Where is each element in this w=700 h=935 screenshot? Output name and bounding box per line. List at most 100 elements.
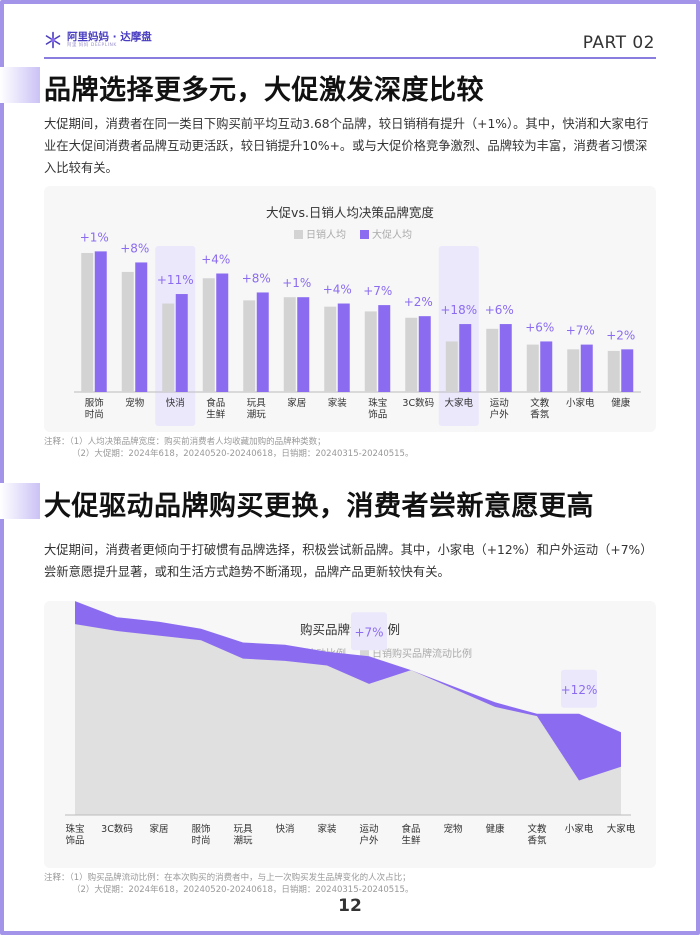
section-marker: [0, 483, 40, 519]
chart2-tick-label: 玩具潮玩: [233, 824, 253, 847]
page-number: 12: [338, 896, 362, 916]
chart1-title: 大促vs.日销人均决策品牌宽度: [266, 205, 434, 220]
chart2-highlight-band: [351, 612, 387, 651]
chart2-legend-item-daily: 日销购买品牌流动比例: [360, 645, 472, 660]
chart1-bar-daily: [243, 300, 256, 392]
chart1-bar-promo: [94, 251, 107, 392]
logo-subtext: 阿里 妈妈 DEEPLINK: [67, 43, 117, 48]
chart2-tick-label: 家装: [317, 823, 337, 835]
chart2-tick-label: 珠宝饰品: [65, 823, 84, 847]
legend-label: 日销购买品牌流动比例: [372, 649, 472, 660]
page-header: 阿里妈妈 · 达摩盘 阿里 妈妈 DEEPLINK PART 02: [0, 0, 700, 59]
chart1-tick-label: 3C数码: [402, 397, 434, 409]
chart1-bar-promo: [297, 297, 310, 392]
legend-swatch-icon: [360, 230, 369, 239]
chart1-bar-daily: [567, 349, 580, 392]
chart1-bar-daily: [202, 278, 215, 392]
chart2-highlight-band: [561, 669, 597, 708]
chart1-tick-label: 家装: [328, 397, 348, 409]
section1-paragraph: 大促期间，消费者在同一类目下购买前平均互动3.68个品牌，较日销稍有提升（+1%…: [44, 117, 649, 175]
part-label: PART 02: [582, 33, 655, 53]
chart1-bar-daily: [283, 297, 296, 392]
note-line: 注释：（1）人均决策品牌宽度：购买前消费者人均收藏加购的品牌种类数；: [44, 437, 326, 447]
chart1-tick-label: 玩具潮玩: [247, 398, 267, 421]
section2-paragraph: 大促期间，消费者更倾向于打破惯有品牌选择，积极尝试新品牌。其中，小家电（+12%…: [44, 543, 653, 579]
chart1-bar-daily: [405, 317, 418, 392]
chart1-data-label: +7%: [363, 284, 392, 298]
chart1-data-label: +7%: [566, 324, 595, 338]
chart2-tick-label: 家居: [149, 823, 168, 835]
legend-swatch-icon: [294, 230, 303, 239]
chart1-bar-promo: [337, 303, 350, 392]
chart1-tick-label: 小家电: [566, 397, 595, 409]
chart2-tick-label: 宠物: [443, 823, 463, 835]
chart1-bar-promo: [378, 305, 391, 392]
chart2-tick-label: 服饰时尚: [191, 823, 210, 847]
chart2-tick-label: 小家电: [565, 823, 594, 835]
logo-text: 阿里妈妈 · 达摩盘: [67, 31, 152, 43]
chart2-tick-label: 健康: [485, 823, 505, 835]
header-divider: [44, 57, 656, 59]
chart1-bar-daily: [121, 271, 134, 392]
chart1-data-label: +8%: [242, 271, 271, 285]
chart1-bar-daily: [162, 303, 175, 392]
chart2-tick-label: 大家电: [607, 823, 636, 835]
chart2-data-label: +7%: [354, 625, 383, 639]
chart2-tick-label: 快消: [275, 823, 294, 835]
section2-title: 大促驱动品牌购买更换，消费者尝新意愿更高: [44, 491, 594, 522]
chart1-data-label: +4%: [323, 283, 352, 297]
chart2-area-daily: [75, 624, 621, 815]
chart1-bar-promo: [135, 262, 148, 392]
chart1-tick-label: 运动户外: [490, 398, 510, 421]
chart1-bar-daily: [526, 344, 539, 392]
chart1-data-label: +2%: [606, 328, 635, 342]
chart1-data-label: +11%: [157, 273, 194, 287]
chart1-legend-item-promo: 大促人均: [360, 226, 412, 241]
chart1-legend: 日销人均 大促人均: [294, 226, 412, 241]
chart1-tick-label: 服饰时尚: [85, 397, 104, 421]
note-line: 注释：（1）购买品牌流动比例：在本次购买的消费者中，与上一次购买发生品牌变化的人…: [44, 873, 411, 883]
chart1-bar-promo: [175, 294, 188, 392]
chart1-data-label: +1%: [282, 276, 311, 290]
chart1-data-label: +6%: [525, 320, 554, 334]
chart2-panel: 购买品牌流动比例 大促购买品牌流动比例 日销购买品牌流动比例 +7%+12%珠宝…: [44, 601, 656, 868]
chart1-data-label: +8%: [120, 241, 149, 255]
snowflake-logo-icon: [45, 31, 61, 49]
section1-note: 注释：（1）人均决策品牌宽度：购买前消费者人均收藏加购的品牌种类数； （2）大促…: [44, 436, 413, 460]
chart1-tick-label: 宠物: [125, 397, 145, 409]
legend-swatch-icon: [360, 649, 369, 658]
brand-logo: 阿里妈妈 · 达摩盘 阿里 妈妈 DEEPLINK: [44, 31, 152, 49]
chart2-tick-label: 运动户外: [359, 824, 379, 847]
chart1-bar-daily: [324, 306, 337, 392]
chart2-tick-label: 食品生鲜: [401, 823, 421, 847]
chart2-tick-label: 3C数码: [101, 823, 133, 835]
chart1-legend-item-daily: 日销人均: [294, 226, 346, 241]
section-marker: [0, 67, 40, 103]
chart1-tick-label: 快消: [166, 397, 185, 409]
chart1-data-label: +6%: [485, 303, 514, 317]
chart2-data-label: +12%: [561, 683, 598, 697]
chart1-tick-label: 大家电: [444, 397, 473, 409]
chart1-data-label: +2%: [404, 295, 433, 309]
note-line: （2）大促期：2024年618，20240520-20240618，日销期：20…: [72, 885, 414, 895]
chart1-bar-daily: [486, 328, 499, 392]
chart1-svg: +1% 服饰时尚 +8% 宠物 +11% 快消 +4% 食品生鲜 +8% 玩具潮玩 +1% 家居 +4%…: [74, 230, 641, 426]
chart1-bar-promo: [580, 344, 593, 392]
chart1-bar-promo: [459, 324, 472, 392]
chart1-bar-promo: [540, 341, 553, 392]
chart1-bar-promo: [499, 324, 512, 392]
section2-note: 注释：（1）购买品牌流动比例：在本次购买的消费者中，与上一次购买发生品牌变化的人…: [44, 872, 413, 896]
chart1-tick-label: 健康: [611, 397, 631, 409]
chart1-panel: 大促vs.日销人均决策品牌宽度 日销人均 大促人均 +1% 服饰时尚 +8% 宠物 +1…: [44, 186, 656, 432]
chart1-data-label: +4%: [201, 253, 230, 267]
chart1-bar-promo: [621, 349, 634, 392]
chart1-bar-promo: [418, 316, 431, 392]
legend-label: 日销人均: [306, 230, 346, 241]
chart2-svg: +7% +12% 珠宝饰品 3C数码 家居 服饰时尚 玩具潮玩 快消 家装 运动户外 食品生鲜 宠物 健…: [65, 601, 636, 847]
chart1-tick-label: 家居: [287, 397, 306, 409]
chart1-tick-label: 珠宝饰品: [368, 397, 387, 421]
section1-title: 品牌选择更多元，大促激发深度比较: [44, 75, 484, 106]
legend-label: 大促人均: [372, 230, 412, 241]
chart1-bar-daily: [445, 341, 458, 392]
